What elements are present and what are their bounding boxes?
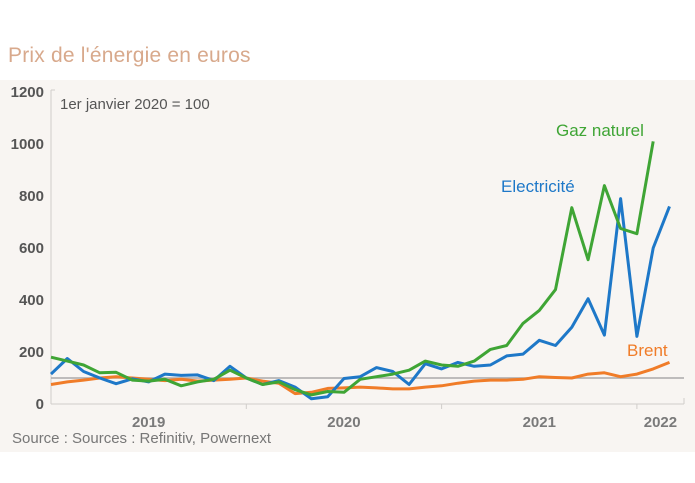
series-labels: Gaz naturel Electricité Brent (501, 121, 668, 360)
x-tick-label: 2022 (644, 414, 677, 431)
base-annotation: 1er janvier 2020 = 100 (60, 96, 210, 113)
series-group (49, 141, 671, 401)
y-tick-label: 400 (19, 292, 44, 309)
source-note: Source : Sources : Refinitiv, Powernext (12, 430, 271, 447)
series-line-gaz-naturel (50, 141, 655, 397)
y-tick-label: 600 (19, 240, 44, 257)
chart-title: Prix de l'énergie en euros (8, 44, 251, 67)
x-tick-label: 2019 (132, 414, 165, 431)
y-tick-label: 200 (19, 344, 44, 361)
legend-label-brent: Brent (627, 341, 668, 360)
y-tick-label: 1200 (11, 84, 44, 101)
y-tick-label: 800 (19, 188, 44, 205)
x-tick-label: 2021 (523, 414, 556, 431)
y-tick-label: 1000 (11, 136, 44, 153)
y-tick-label: 0 (36, 396, 44, 413)
x-tick-label: 2020 (327, 414, 360, 431)
legend-label-gaz-naturel: Gaz naturel (556, 121, 644, 140)
legend-label-electricit-: Electricité (501, 177, 575, 196)
series-line-electricit- (49, 197, 671, 401)
